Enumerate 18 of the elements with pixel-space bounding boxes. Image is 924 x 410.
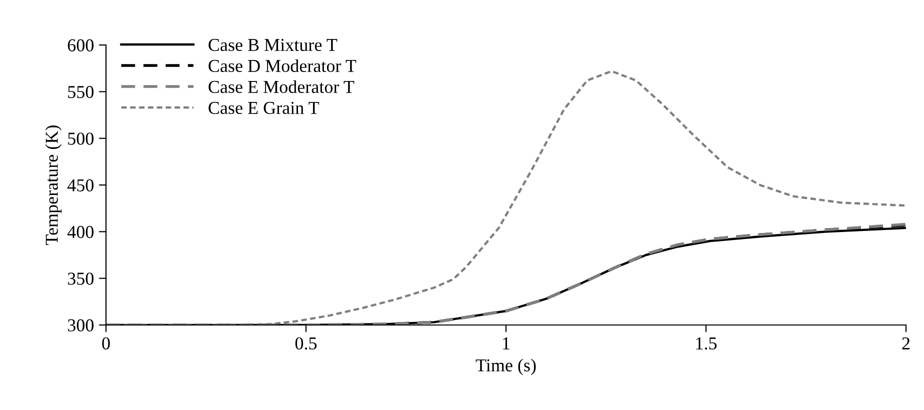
y-tick-label: 350 <box>68 272 94 285</box>
y-tick-label: 550 <box>68 86 94 98</box>
y-tick-label: 450 <box>67 179 94 192</box>
y-tick-label: 300 <box>68 319 94 332</box>
legend-label: Case E Moderator T <box>208 80 354 94</box>
legend-label: Case B Mixture T <box>208 38 338 52</box>
x-tick-label: 0 <box>102 337 110 350</box>
x-axis-title: Time (s) <box>476 358 536 376</box>
x-tick-label: 1.5 <box>696 337 717 350</box>
x-tick-label: 2 <box>902 337 910 350</box>
y-axis-title: Temperature (K) <box>45 126 62 245</box>
x-tick-label: 0.5 <box>295 337 317 350</box>
y-tick-label: 400 <box>67 226 94 238</box>
legend-label: Case E Grain T <box>208 102 320 114</box>
x-tick-label: 1 <box>503 337 510 350</box>
y-tick-label: 600 <box>68 39 94 52</box>
y-tick-label: 500 <box>68 132 94 145</box>
legend-label: Case D Moderator T <box>208 59 356 72</box>
